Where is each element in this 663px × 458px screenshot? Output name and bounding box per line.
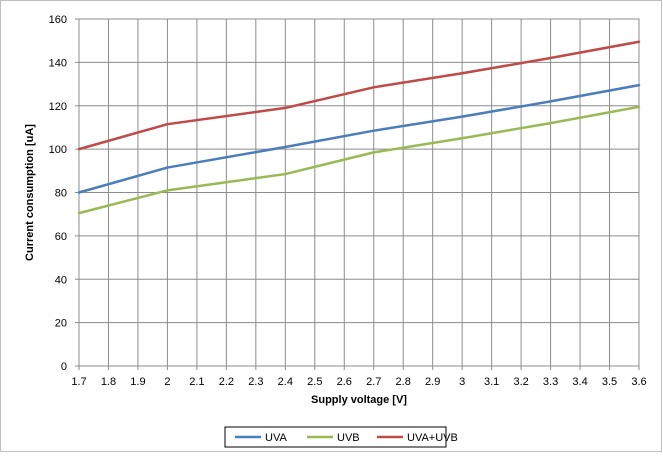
x-tick-label: 3.2 [513,376,528,388]
x-tick-label: 3.5 [602,376,617,388]
series-line-uva [79,85,639,192]
x-tick-label: 2.8 [396,376,411,388]
y-tick-label: 20 [55,318,67,330]
y-tick-label: 0 [61,361,67,373]
x-axis-title: Supply voltage [V] [311,394,407,406]
y-tick-label: 140 [49,57,67,69]
x-tick-label: 1.9 [130,376,145,388]
x-tick-label: 3.1 [484,376,499,388]
x-tick-label: 2.2 [219,376,234,388]
legend-label: UVB [337,432,360,444]
x-tick-label: 2.6 [337,376,352,388]
x-tick-label: 2.7 [366,376,381,388]
x-tick-label: 3.6 [631,376,646,388]
x-tick-label: 2.4 [278,376,293,388]
x-tick-label: 3 [459,376,465,388]
y-tick-label: 100 [49,144,67,156]
series-line-uvb [79,107,639,213]
x-tick-label: 1.7 [71,376,86,388]
x-tick-label: 1.8 [101,376,116,388]
y-axis-title: Current consumption [uA] [24,124,36,261]
x-tick-label: 3.4 [572,376,587,388]
legend-label: UVA+UVB [407,432,458,444]
x-tick-label: 2.3 [248,376,263,388]
y-tick-label: 160 [49,14,67,26]
series-lines [79,42,639,213]
x-tick-label: 2.9 [425,376,440,388]
x-tick-label: 2 [164,376,170,388]
x-tick-label: 3.3 [543,376,558,388]
y-tick-label: 80 [55,188,67,200]
legend-label: UVA [265,432,287,444]
x-tick-label: 2.1 [189,376,204,388]
y-tick-label: 60 [55,231,67,243]
y-tick-label: 120 [49,101,67,113]
y-tick-label: 40 [55,274,67,286]
axes [75,19,639,370]
legend: UVA UVB UVA+UVB [225,427,458,447]
x-tick-label: 2.5 [307,376,322,388]
